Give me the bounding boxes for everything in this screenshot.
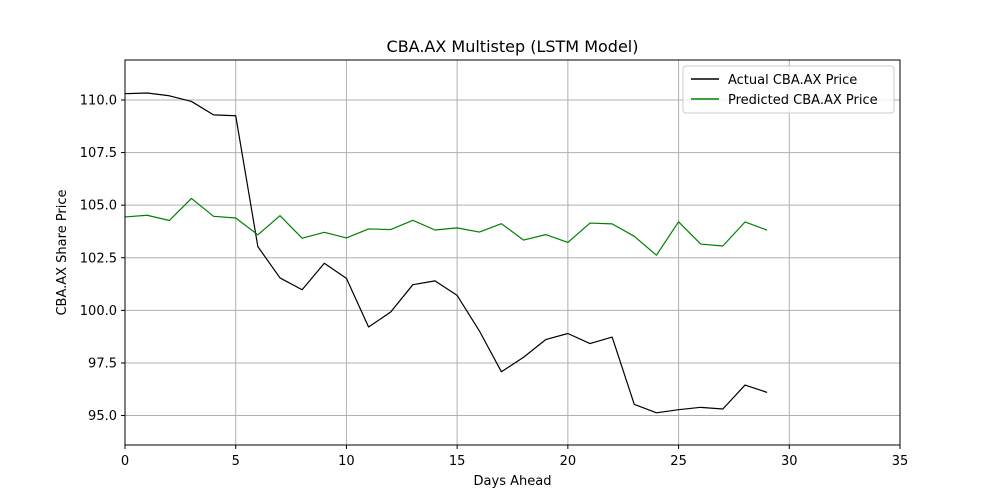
- x-tick-label: 20: [560, 454, 577, 469]
- chart-title: CBA.AX Multistep (LSTM Model): [387, 37, 639, 56]
- y-tick-label: 97.5: [88, 356, 117, 371]
- series-line-predicted: [124, 197, 768, 256]
- series-lines: [124, 92, 768, 414]
- legend-label-actual: Actual CBA.AX Price: [728, 73, 857, 88]
- x-tick-label: 15: [449, 454, 466, 469]
- x-tick-label: 10: [338, 454, 355, 469]
- y-tick-label: 110.0: [80, 93, 117, 108]
- x-axis-label: Days Ahead: [474, 474, 552, 489]
- legend-box: [682, 65, 895, 114]
- legend-label-predicted: Predicted CBA.AX Price: [728, 93, 878, 108]
- x-tick-label: 5: [232, 454, 240, 469]
- y-tick-label: 107.5: [80, 146, 117, 161]
- x-tick-label: 0: [121, 454, 129, 469]
- x-tick-label: 35: [892, 454, 909, 469]
- x-tick-label: 30: [781, 454, 798, 469]
- plot-area-frame: [124, 59, 901, 446]
- y-tick-label: 100.0: [80, 304, 117, 319]
- y-tick-label: 95.0: [88, 409, 117, 424]
- legend: Actual CBA.AX Price Predicted CBA.AX Pri…: [682, 65, 895, 114]
- x-axis-ticks: 0 5 10 15 20 25 30 35: [121, 445, 908, 469]
- y-tick-label: 105.0: [80, 199, 117, 214]
- y-axis-label: CBA.AX Share Price: [55, 189, 70, 315]
- series-line-actual: [124, 92, 768, 414]
- y-axis-ticks: 95.0 97.5 100.0 102.5 105.0 107.5 110.0: [80, 93, 125, 424]
- y-tick-label: 102.5: [80, 251, 117, 266]
- x-tick-label: 25: [670, 454, 687, 469]
